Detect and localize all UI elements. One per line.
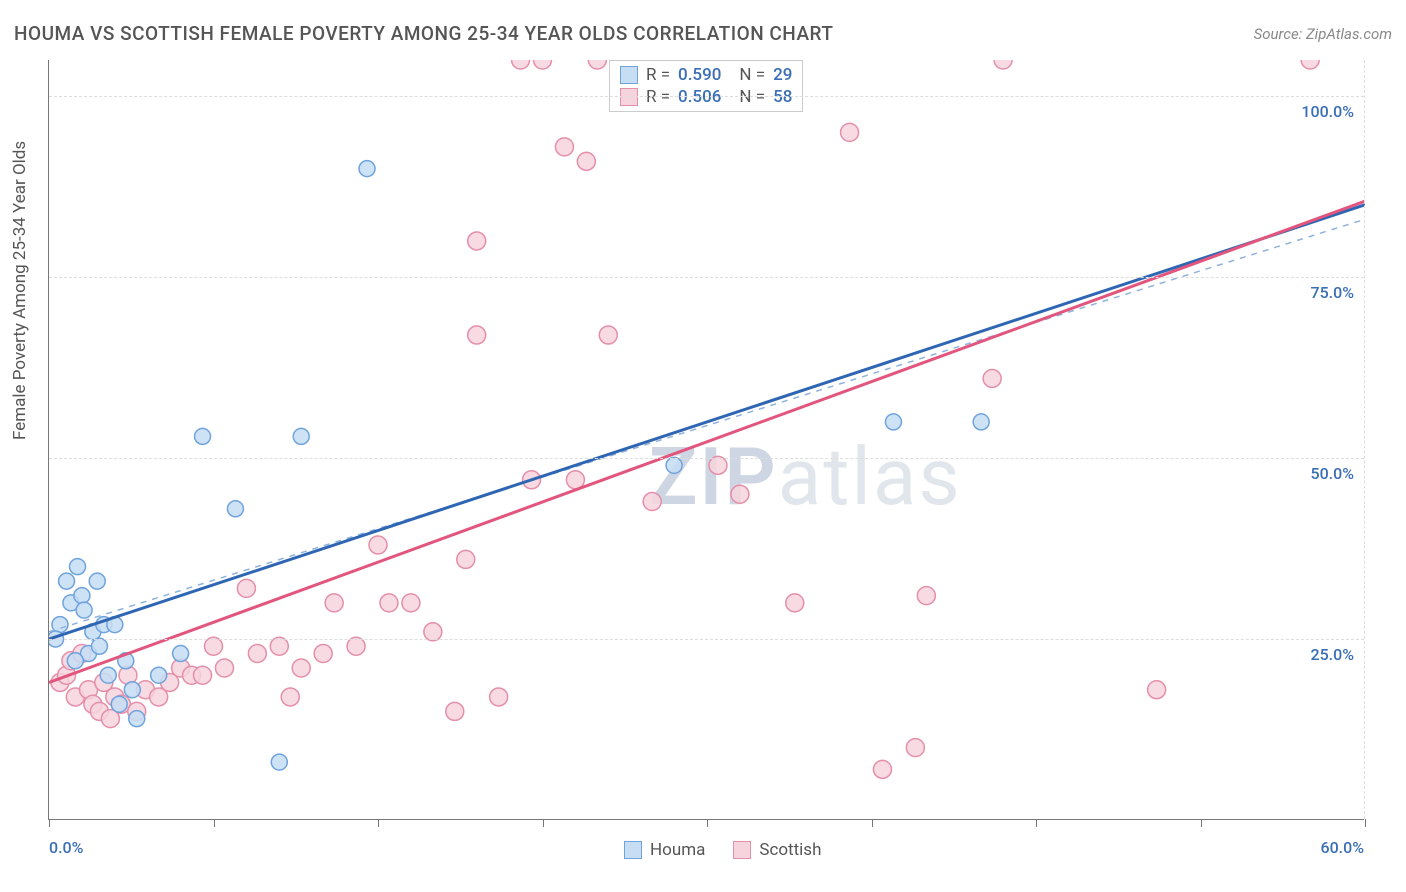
x-tick	[378, 819, 379, 827]
scatter-svg	[49, 60, 1365, 820]
legend-label-scottish: Scottish	[759, 840, 821, 860]
chart-source: Source: ZipAtlas.com	[1254, 25, 1392, 43]
x-tick-label-right: 60.0%	[1320, 838, 1364, 857]
x-tick	[1365, 819, 1366, 827]
y-tick-label: 50.0%	[1310, 464, 1354, 483]
source-name: ZipAtlas.com	[1306, 25, 1392, 43]
legend-item-houma: Houma	[624, 840, 705, 860]
legend-item-scottish: Scottish	[733, 840, 821, 860]
plot-area: ZIPatlas R = 0.590 N = 29 R = 0.506 N = …	[48, 60, 1364, 820]
gridline-h	[49, 277, 1364, 278]
stats-houma-r: 0.590	[678, 65, 721, 85]
legend-swatch-houma-icon	[624, 841, 642, 859]
swatch-houma-icon	[620, 66, 638, 84]
gridline-v	[1364, 60, 1365, 819]
x-tick-label-left: 0.0%	[49, 838, 83, 857]
x-tick	[872, 819, 873, 827]
source-prefix: Source:	[1254, 25, 1306, 43]
x-tick	[49, 819, 50, 827]
stats-row-houma: R = 0.590 N = 29	[620, 65, 792, 85]
y-axis-title: Female Poverty Among 25-34 Year Olds	[10, 141, 30, 440]
x-tick	[1036, 819, 1037, 827]
chart-header: HOUMA VS SCOTTISH FEMALE POVERTY AMONG 2…	[14, 22, 1392, 45]
x-tick	[1201, 819, 1202, 827]
gridline-h	[49, 458, 1364, 459]
x-tick	[214, 819, 215, 827]
gridline-h	[49, 639, 1364, 640]
legend-swatch-scottish-icon	[733, 841, 751, 859]
series-legend: Houma Scottish	[624, 840, 821, 860]
y-tick-label: 25.0%	[1310, 645, 1354, 664]
gridline-h	[49, 96, 1364, 97]
legend-label-houma: Houma	[650, 840, 705, 860]
x-tick	[543, 819, 544, 827]
y-tick-label: 100.0%	[1301, 102, 1354, 121]
y-tick-label: 75.0%	[1310, 283, 1354, 302]
stats-houma-n: 29	[773, 65, 792, 85]
correlation-stats-box: R = 0.590 N = 29 R = 0.506 N = 58	[609, 60, 803, 112]
stats-n-label: N =	[739, 65, 765, 85]
x-tick	[707, 819, 708, 827]
stats-r-label: R =	[646, 65, 670, 85]
chart-title: HOUMA VS SCOTTISH FEMALE POVERTY AMONG 2…	[14, 22, 833, 45]
